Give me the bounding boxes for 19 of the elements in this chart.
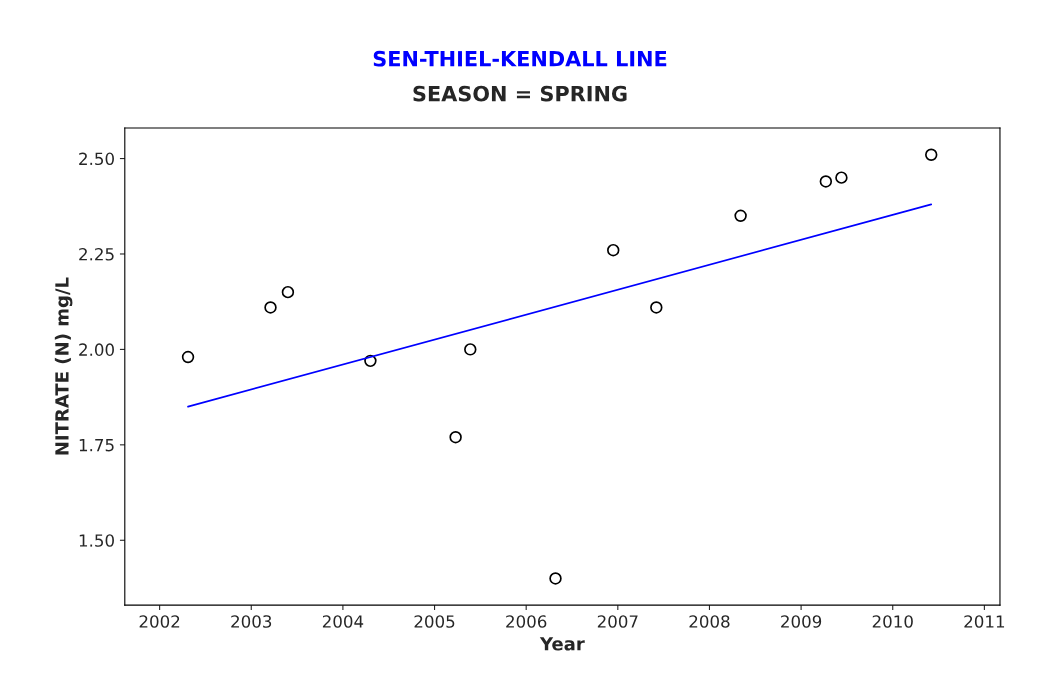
x-tick-label: 2009 <box>781 615 822 628</box>
x-tick-label: 2007 <box>597 615 638 628</box>
x-tick-label: 2006 <box>506 615 547 628</box>
y-tick-label: 1.75 <box>79 439 114 452</box>
chart-title: SEN-THIEL-KENDALL LINE <box>373 50 667 67</box>
x-tick-label: 2010 <box>872 615 913 628</box>
y-tick-label: 2.50 <box>79 152 114 166</box>
y-tick-label: 2.00 <box>79 343 114 356</box>
x-tick-label: 2003 <box>231 615 272 628</box>
x-tick-label: 2004 <box>322 615 364 628</box>
chart-subtitle: SEASON = SPRING <box>413 85 627 102</box>
x-tick-label: 2011 <box>964 615 1005 628</box>
x-axis-title: Year <box>539 637 585 651</box>
y-tick-label: 2.25 <box>79 247 114 261</box>
x-tick-label: 2008 <box>689 615 730 628</box>
x-tick-label: 2002 <box>139 615 180 628</box>
y-axis-title: NITRATE (N) mg/L <box>54 277 73 455</box>
y-tick-label: 1.50 <box>79 534 114 547</box>
x-tick-label: 2005 <box>414 615 455 628</box>
